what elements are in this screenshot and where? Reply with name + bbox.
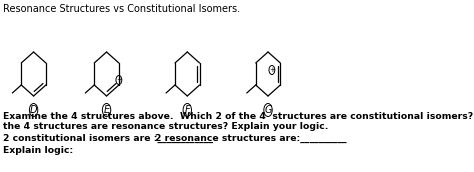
Text: 2 constitutional isomers are :____________: 2 constitutional isomers are :__________… [2, 134, 212, 143]
Text: D: D [30, 105, 37, 115]
Text: 2 resonance structures are:__________: 2 resonance structures are:__________ [155, 134, 346, 143]
Text: the 4 structures are resonance structures? Explain your logic.: the 4 structures are resonance structure… [2, 122, 328, 131]
Text: F: F [184, 105, 190, 115]
Text: Explain logic:: Explain logic: [2, 146, 73, 155]
Text: Examine the 4 structures above.  Which 2 of the 4  structures are constitutional: Examine the 4 structures above. Which 2 … [2, 112, 474, 121]
Text: E: E [103, 105, 109, 115]
Text: +: + [116, 77, 122, 83]
Text: G: G [264, 105, 272, 115]
Text: +: + [269, 67, 275, 73]
Text: Resonance Structures vs Constitutional Isomers.: Resonance Structures vs Constitutional I… [2, 4, 240, 14]
